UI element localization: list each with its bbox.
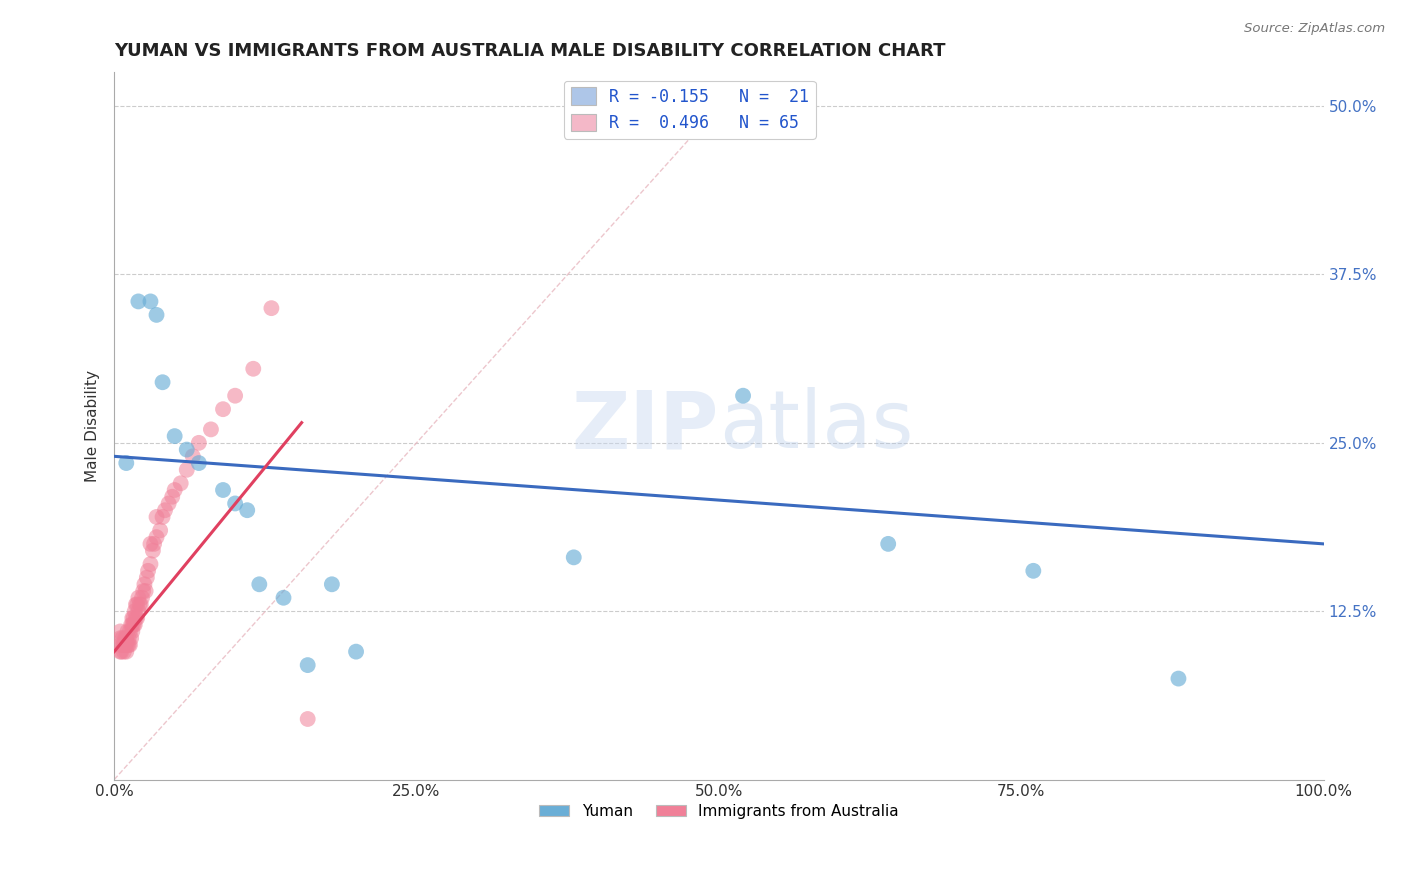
Point (136, 564, 159, 578)
Point (112, 645, 135, 659)
Point (145, 510, 167, 524)
Point (187, 435, 209, 450)
Point (181, 450, 204, 464)
Point (110, 645, 132, 659)
Point (127, 611, 149, 625)
Point (124, 604, 146, 618)
Point (562, 550, 585, 565)
Point (260, 301, 283, 315)
Point (121, 611, 143, 625)
Point (118, 631, 141, 645)
Point (143, 537, 166, 551)
Text: Source: ZipAtlas.com: Source: ZipAtlas.com (1244, 22, 1385, 36)
Text: atlas: atlas (718, 387, 914, 465)
Point (321, 577, 343, 591)
Point (125, 611, 148, 625)
Point (200, 422, 222, 436)
Point (121, 617, 143, 632)
Point (118, 624, 141, 639)
Point (115, 638, 138, 652)
Point (118, 638, 141, 652)
Point (224, 496, 246, 510)
Point (111, 631, 134, 645)
Point (153, 503, 176, 517)
Point (142, 543, 165, 558)
Point (273, 591, 295, 605)
Point (163, 483, 186, 497)
Point (297, 658, 319, 673)
Point (157, 496, 180, 510)
Point (149, 524, 172, 538)
Point (344, 645, 367, 659)
Point (112, 638, 135, 652)
Point (152, 376, 174, 390)
Point (212, 483, 235, 497)
Point (242, 361, 264, 376)
Point (128, 598, 150, 612)
Point (139, 557, 162, 571)
Text: YUMAN VS IMMIGRANTS FROM AUSTRALIA MALE DISABILITY CORRELATION CHART: YUMAN VS IMMIGRANTS FROM AUSTRALIA MALE … (114, 42, 946, 60)
Point (1167, 672, 1189, 686)
Point (115, 456, 138, 470)
Point (127, 294, 149, 309)
Point (132, 584, 155, 599)
Point (247, 577, 270, 591)
Point (212, 402, 235, 417)
Point (134, 577, 156, 591)
Point (877, 537, 900, 551)
Point (187, 456, 209, 470)
Point (127, 604, 149, 618)
Point (120, 631, 142, 645)
Point (110, 631, 132, 645)
Point (115, 631, 138, 645)
Point (135, 570, 157, 584)
Point (139, 537, 162, 551)
Point (110, 638, 132, 652)
Point (114, 631, 136, 645)
Point (120, 617, 142, 632)
Point (236, 503, 259, 517)
Point (111, 638, 134, 652)
Point (118, 638, 141, 652)
Point (129, 598, 152, 612)
Point (176, 463, 198, 477)
Point (297, 712, 319, 726)
Point (114, 638, 136, 652)
Point (121, 624, 143, 639)
Legend: Yuman, Immigrants from Australia: Yuman, Immigrants from Australia (533, 797, 905, 825)
Point (139, 294, 162, 309)
Point (117, 638, 139, 652)
Point (127, 598, 149, 612)
Point (1022, 564, 1045, 578)
Point (125, 598, 148, 612)
Point (124, 617, 146, 632)
Point (110, 645, 132, 659)
Point (117, 624, 139, 639)
Point (162, 490, 184, 504)
Point (170, 476, 193, 491)
Point (163, 429, 186, 443)
Point (135, 584, 157, 599)
Point (115, 645, 138, 659)
Text: ZIP: ZIP (572, 387, 718, 465)
Point (152, 510, 174, 524)
Point (145, 530, 167, 544)
Point (110, 624, 132, 639)
Point (145, 308, 167, 322)
Point (122, 611, 145, 625)
Point (127, 591, 149, 605)
Point (176, 442, 198, 457)
Point (131, 591, 153, 605)
Point (224, 389, 246, 403)
Point (122, 617, 145, 632)
Point (733, 389, 755, 403)
Y-axis label: Male Disability: Male Disability (86, 370, 100, 482)
